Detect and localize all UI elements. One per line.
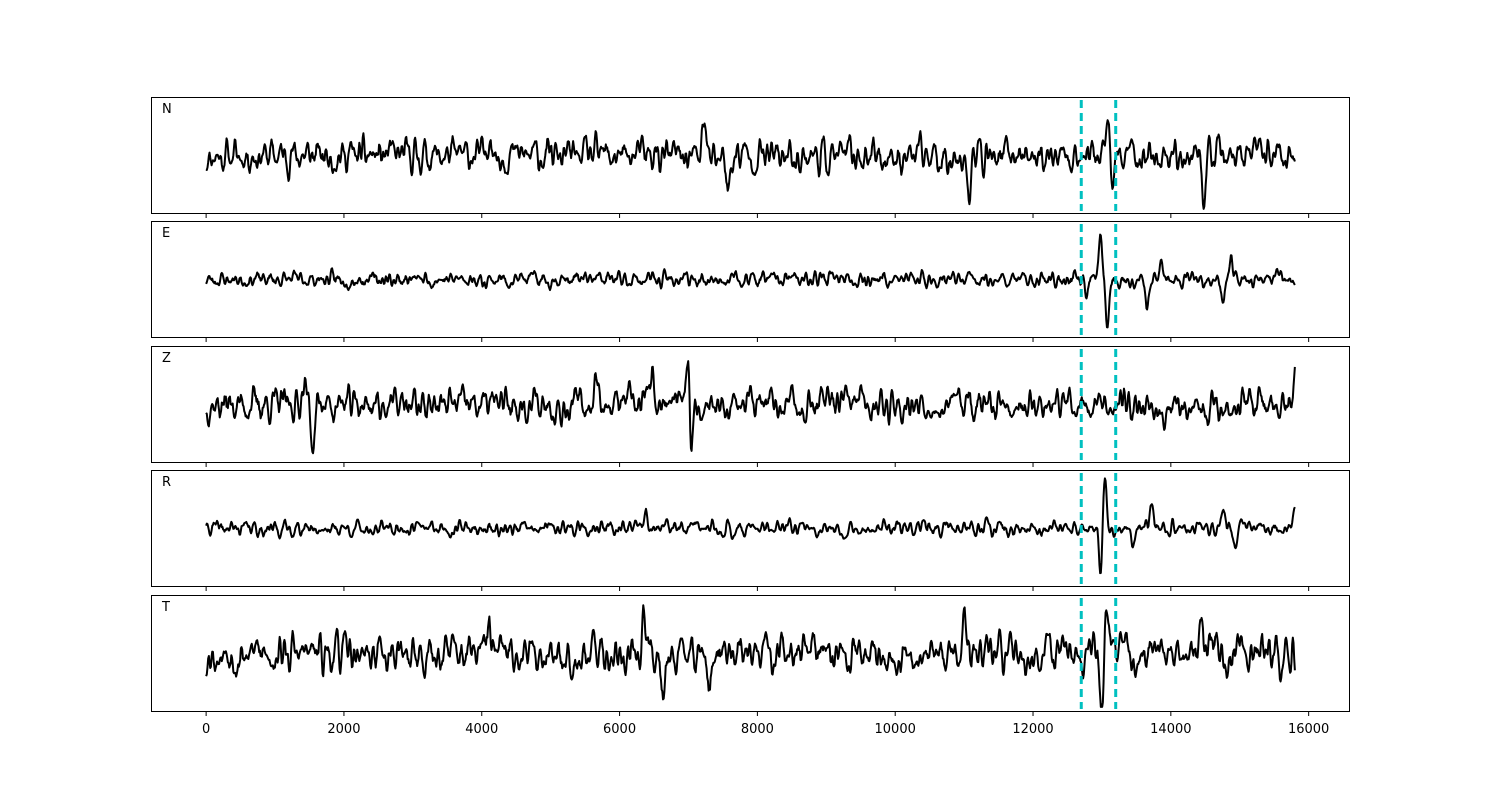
- x-tick-label: 14000: [1150, 722, 1191, 737]
- x-tick-label: 2000: [327, 722, 360, 737]
- panel-frame: [151, 97, 1350, 214]
- x-tick-label: 12000: [1012, 722, 1053, 737]
- x-tick-label: 0: [202, 722, 210, 737]
- x-tick-label: 8000: [741, 722, 774, 737]
- x-tick-label: 16000: [1288, 722, 1329, 737]
- trace-e: [205, 233, 1296, 329]
- panel-frame: [151, 595, 1350, 712]
- trace-r: [205, 477, 1296, 575]
- trace-n: [205, 119, 1296, 210]
- panel-r: R: [151, 470, 1350, 591]
- panel-frame: [151, 470, 1350, 587]
- panel-frame: [151, 346, 1350, 463]
- panel-n: N: [151, 97, 1350, 218]
- x-axis: 0 2000 4000 6000 8000 10000 12000 14000 16000: [202, 722, 1329, 737]
- channel-label: T: [161, 600, 170, 615]
- x-tick-label: 4000: [465, 722, 498, 737]
- panels-layer: N E Z R T: [151, 97, 1350, 716]
- channel-label: Z: [162, 351, 171, 366]
- panel-t: T: [151, 595, 1350, 716]
- trace-z: [205, 360, 1296, 455]
- channel-label: E: [162, 226, 170, 241]
- panel-z: Z: [151, 346, 1350, 467]
- x-tick-label: 6000: [603, 722, 636, 737]
- channel-label: N: [162, 102, 172, 117]
- trace-t: [205, 604, 1296, 708]
- channel-label: R: [162, 475, 171, 490]
- panel-e: E: [151, 221, 1350, 342]
- panel-frame: [151, 221, 1350, 338]
- x-tick-label: 10000: [875, 722, 916, 737]
